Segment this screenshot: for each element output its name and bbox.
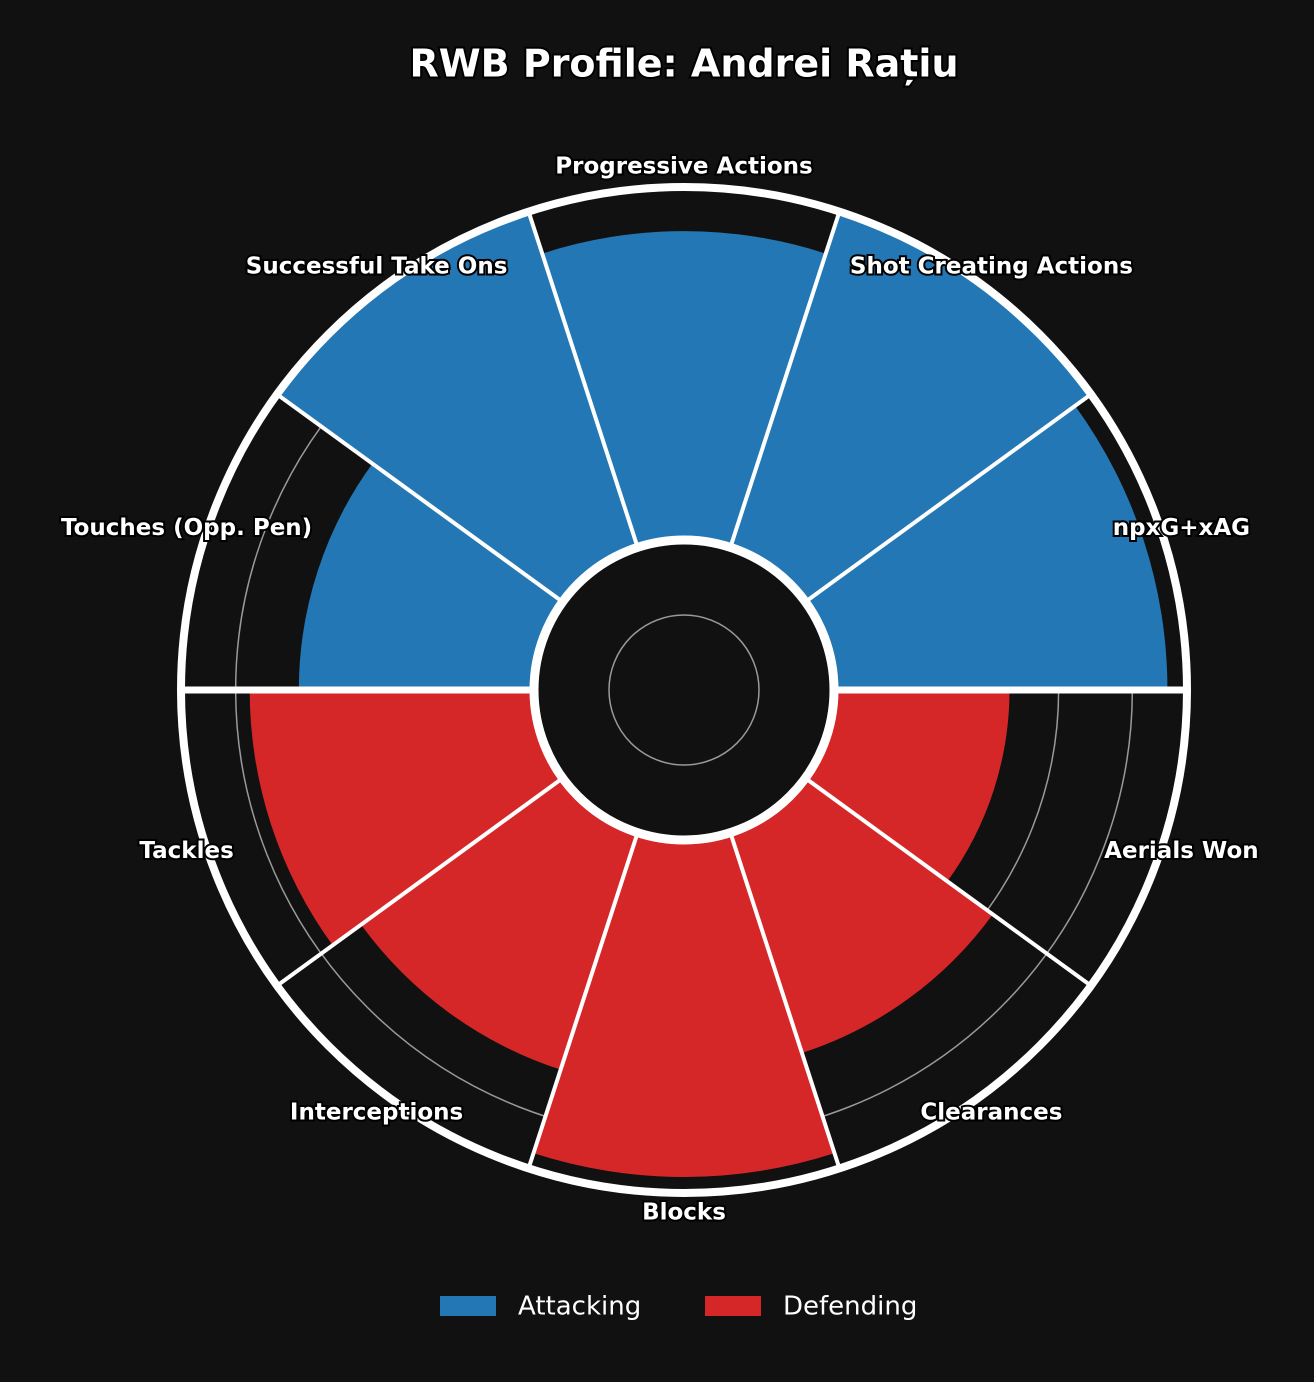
slice	[805, 690, 1010, 882]
slice	[730, 213, 1090, 602]
outer-ring	[177, 183, 1191, 1197]
slice-label: npxG+xAG	[1113, 515, 1250, 541]
slice	[298, 463, 563, 690]
chart-title: RWB Profile: Andrei Rațiu	[409, 42, 958, 86]
slice-label: Clearances	[920, 1100, 1062, 1126]
slice	[278, 213, 638, 602]
slice	[730, 778, 993, 1053]
center-ring	[608, 614, 760, 766]
legend-swatch	[705, 1296, 761, 1316]
slice-label: Progressive Actions	[555, 154, 812, 180]
legend-label: Attacking	[518, 1292, 641, 1322]
slice	[533, 832, 835, 1177]
slice-label: Aerials Won	[1104, 838, 1258, 864]
separator	[527, 212, 640, 548]
separator	[804, 393, 1091, 604]
legend-swatch	[440, 1296, 496, 1316]
slice-label: Blocks	[642, 1200, 726, 1226]
slice	[361, 778, 638, 1070]
separator	[277, 393, 564, 604]
slice	[805, 405, 1168, 690]
slice-label: Shot Creating Actions	[850, 253, 1133, 279]
slice-label: Interceptions	[290, 1100, 463, 1126]
separator	[728, 832, 841, 1168]
slice-label: Successful Take Ons	[246, 253, 508, 279]
center-hole	[529, 535, 839, 845]
slice	[249, 690, 563, 946]
legend-label: Defending	[783, 1292, 917, 1322]
slice-label: Touches (Opp. Pen)	[61, 515, 312, 541]
separator	[277, 776, 564, 987]
separator	[804, 776, 1091, 987]
separator	[728, 212, 841, 548]
separator	[527, 832, 640, 1168]
slice-label: Tackles	[139, 838, 233, 864]
